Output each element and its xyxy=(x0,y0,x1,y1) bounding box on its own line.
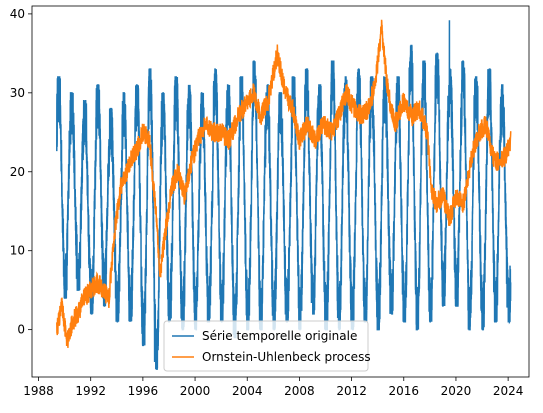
series-layer xyxy=(56,19,512,370)
y-tick-label: 20 xyxy=(10,165,25,179)
y-tick-label: 40 xyxy=(10,7,25,21)
x-tick-label: 2008 xyxy=(284,384,315,398)
legend-label-ou-process: Ornstein-Uhlenbeck process xyxy=(202,350,371,364)
x-tick-label: 2012 xyxy=(336,384,367,398)
y-tick-label: 10 xyxy=(10,244,25,258)
x-tick-label: 2016 xyxy=(388,384,419,398)
series-ou-process-line xyxy=(56,19,512,348)
x-tick-label: 1996 xyxy=(128,384,159,398)
series-original-line xyxy=(56,20,512,370)
x-tick-label: 2004 xyxy=(232,384,263,398)
x-tick-label: 2024 xyxy=(493,384,524,398)
legend-box xyxy=(163,320,369,372)
x-tick-label: 2000 xyxy=(180,384,211,398)
y-tick-label: 30 xyxy=(10,86,25,100)
x-tick-label: 2020 xyxy=(441,384,472,398)
axes-frame xyxy=(31,5,530,378)
ticks-layer: 1988 1992 1996 2000 2004 2008 2012 2016 2020 2024… xyxy=(10,7,524,398)
x-tick-label: 1988 xyxy=(23,384,54,398)
legend: Série temporelle originale Ornstein-Uhle… xyxy=(163,320,371,372)
x-tick-label: 1992 xyxy=(75,384,106,398)
y-tick-label: 0 xyxy=(17,323,25,337)
legend-label-original: Série temporelle originale xyxy=(202,329,357,343)
